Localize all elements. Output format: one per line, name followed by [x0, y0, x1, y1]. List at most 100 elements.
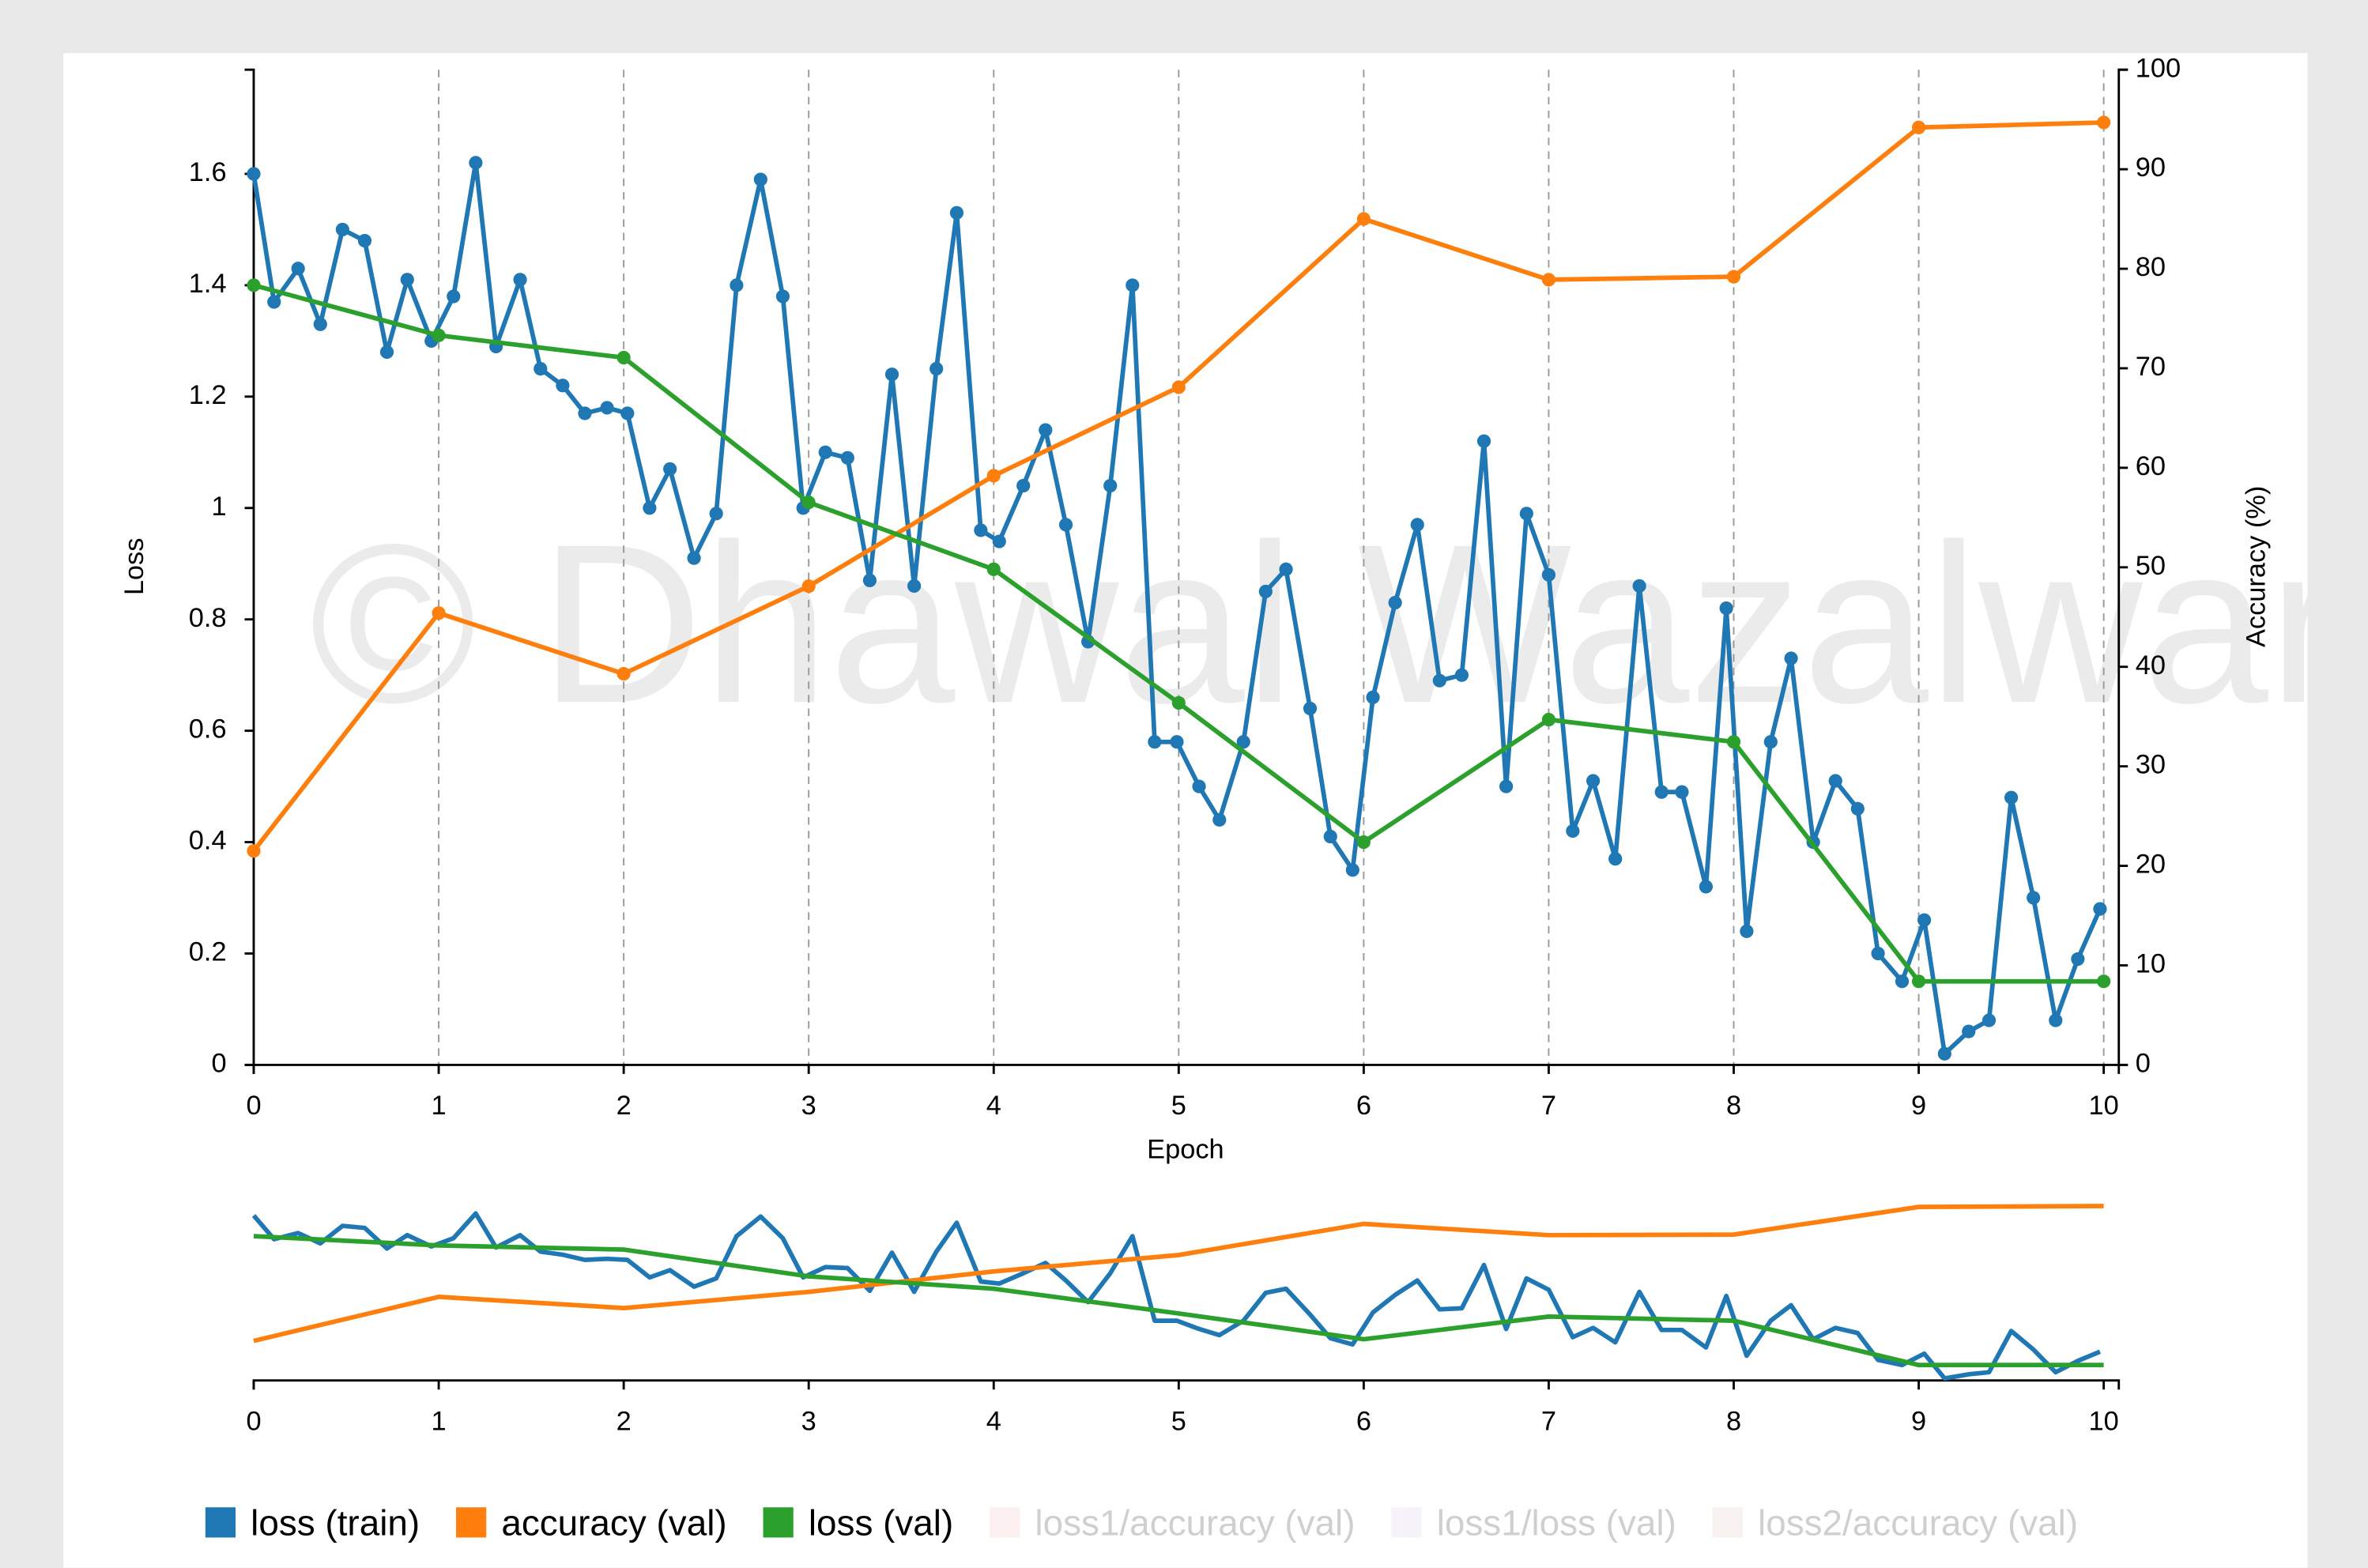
point — [840, 450, 854, 465]
point — [291, 262, 305, 276]
point — [600, 401, 614, 415]
point — [313, 317, 327, 331]
point — [2097, 115, 2111, 130]
y-tick-label: 0.4 — [189, 826, 227, 856]
point — [884, 368, 899, 382]
point — [1499, 779, 1514, 793]
y-axis-label: Loss — [119, 538, 149, 596]
point — [400, 273, 414, 287]
point — [1171, 695, 1186, 710]
point — [1279, 562, 1293, 576]
point — [1356, 835, 1371, 850]
legend-label: loss1/accuracy (val) — [1035, 1502, 1355, 1543]
point — [447, 289, 461, 303]
point — [1039, 423, 1053, 437]
y2-tick-label: 90 — [2136, 153, 2166, 183]
point — [1566, 824, 1580, 839]
point — [1148, 735, 1162, 749]
point — [986, 562, 1001, 576]
x-tick-label: 9 — [1911, 1406, 1926, 1436]
y2-tick-label: 0 — [2136, 1048, 2151, 1078]
y-tick-label: 0.6 — [189, 714, 227, 744]
point — [1541, 567, 1556, 582]
point — [1476, 434, 1491, 448]
legend-label: loss2/accuracy (val) — [1758, 1502, 2078, 1543]
x-tick-label: 8 — [1726, 1406, 1741, 1436]
point — [687, 551, 701, 565]
point — [357, 233, 372, 248]
point — [1828, 774, 1842, 788]
point — [1541, 273, 1556, 287]
legend-label: accuracy (val) — [501, 1502, 726, 1543]
point — [534, 362, 548, 376]
point — [617, 350, 631, 365]
y-tick-label: 1.2 — [189, 380, 227, 410]
point — [643, 501, 657, 515]
legend-item[interactable]: loss2/accuracy (val) — [1712, 1502, 2078, 1543]
point — [379, 345, 394, 360]
point — [1726, 735, 1741, 749]
legend-swatch — [990, 1507, 1020, 1538]
point — [2071, 952, 2085, 967]
point — [2097, 974, 2111, 989]
point — [1719, 601, 1733, 616]
point — [432, 328, 446, 342]
legend-swatch — [456, 1507, 487, 1538]
point — [1675, 785, 1689, 799]
point — [2027, 891, 2041, 905]
point — [617, 666, 631, 681]
point — [513, 273, 527, 287]
point — [2093, 902, 2107, 916]
watermark: © Dhawal Wazalwar — [310, 497, 2344, 750]
point — [1410, 518, 1424, 532]
series-line — [253, 1204, 2104, 1344]
point — [801, 496, 816, 510]
x-tick-label: 0 — [246, 1406, 261, 1436]
point — [1982, 1013, 1997, 1027]
point — [1171, 380, 1186, 394]
point — [2049, 1013, 2063, 1027]
legend-swatch — [763, 1507, 794, 1538]
x-tick-label: 2 — [617, 1091, 632, 1121]
point — [1212, 812, 1227, 827]
point — [578, 406, 592, 420]
point — [1454, 668, 1469, 682]
point — [1784, 651, 1798, 665]
legend-swatch — [1391, 1507, 1422, 1538]
point — [2004, 790, 2019, 805]
point — [1126, 278, 1140, 292]
point — [1236, 735, 1250, 749]
point — [709, 507, 723, 521]
legend-item[interactable]: loss (train) — [205, 1502, 420, 1543]
point — [247, 278, 261, 292]
x-axis — [252, 1379, 2121, 1390]
legend-item[interactable]: loss1/loss (val) — [1391, 1502, 1676, 1543]
x-tick-label: 5 — [1171, 1091, 1186, 1121]
point — [730, 278, 744, 292]
x-tick-label: 6 — [1356, 1091, 1371, 1121]
point — [1016, 478, 1031, 493]
point — [1323, 829, 1337, 844]
x-tick-label: 1 — [432, 1406, 447, 1436]
point — [862, 573, 877, 587]
y2-axis-label: Accuracy (%) — [2242, 486, 2272, 647]
point — [556, 379, 570, 393]
point — [620, 406, 635, 420]
point — [1699, 880, 1713, 894]
legend-item[interactable]: loss1/accuracy (val) — [990, 1502, 1356, 1543]
x-tick-label: 1 — [432, 1091, 447, 1121]
point — [1303, 701, 1318, 716]
x-axis — [252, 1063, 2121, 1074]
point — [1632, 579, 1646, 594]
point — [1608, 852, 1623, 866]
point — [986, 469, 1001, 483]
point — [1432, 673, 1446, 688]
legend-item[interactable]: loss (val) — [763, 1502, 954, 1543]
point — [818, 445, 832, 459]
point — [1871, 946, 1885, 961]
y-tick-label: 1 — [211, 492, 226, 522]
legend-item[interactable]: accuracy (val) — [456, 1502, 727, 1543]
point — [1911, 974, 1926, 989]
y2-tick-label: 70 — [2136, 352, 2166, 382]
